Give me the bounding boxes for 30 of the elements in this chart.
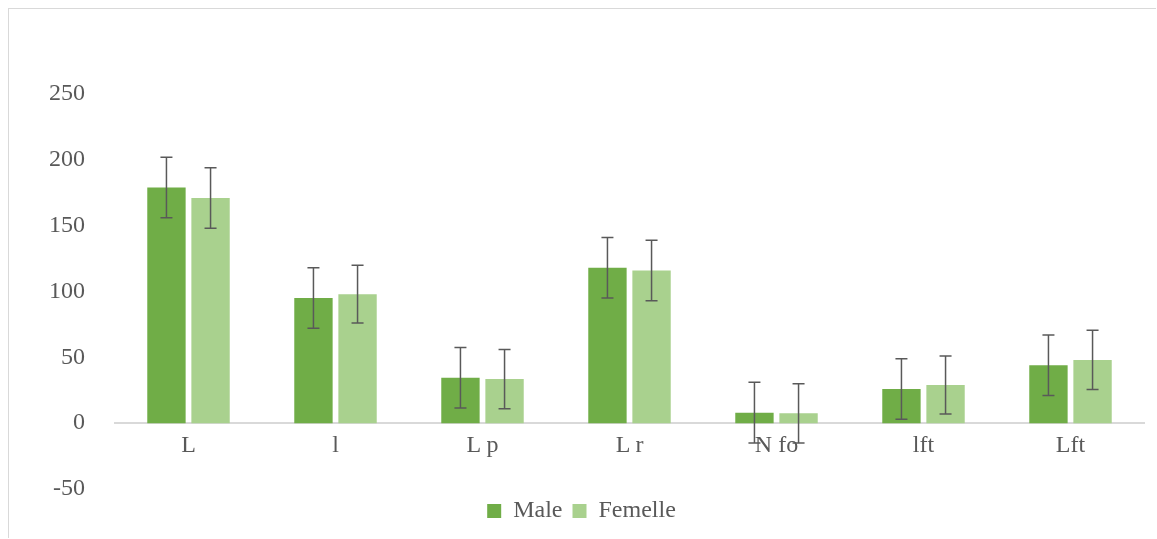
x-tick-label: L p [466, 430, 499, 457]
y-tick-label: 150 [49, 210, 85, 237]
bar [882, 388, 921, 424]
bar [779, 413, 818, 424]
legend-label: Femelle [598, 496, 676, 523]
x-tick-label: l [332, 430, 340, 457]
x-tick-label: Lft [1055, 430, 1086, 457]
bar [1073, 359, 1112, 424]
bar [632, 270, 671, 424]
x-tick-label: L [181, 430, 196, 457]
x-tick-label: lft [912, 430, 935, 457]
bar [294, 298, 333, 424]
y-tick-label: 50 [61, 342, 85, 369]
bar [588, 267, 627, 424]
bar [147, 187, 186, 424]
legend-label: Male [513, 496, 563, 523]
y-tick-label: 250 [49, 79, 85, 106]
x-tick-label: N fo [754, 430, 799, 457]
y-tick-label: 200 [49, 145, 85, 172]
y-tick-label: 100 [49, 276, 85, 303]
x-tick-label: L r [615, 430, 644, 457]
bar [735, 412, 774, 424]
bar [485, 379, 524, 424]
bar [1029, 365, 1068, 424]
bar [926, 384, 965, 424]
y-tick-label: -50 [53, 474, 85, 501]
bar [191, 198, 230, 424]
bar [441, 377, 480, 424]
y-tick-label: 0 [73, 408, 85, 435]
bar [338, 294, 377, 424]
